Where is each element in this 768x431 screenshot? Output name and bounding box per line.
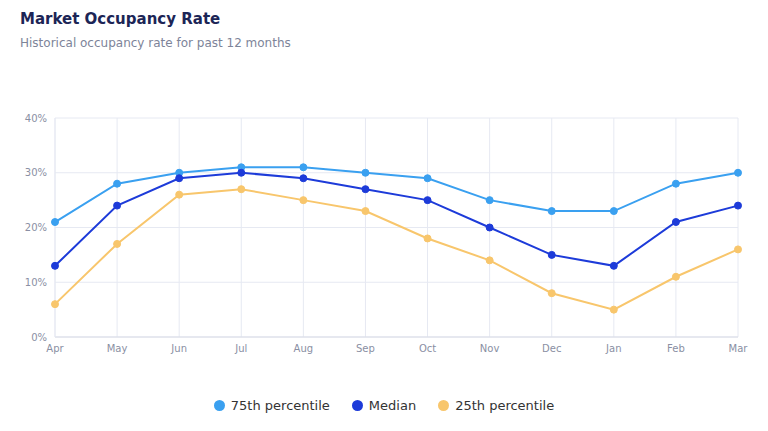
svg-text:0%: 0% [31, 332, 47, 343]
html-text:Historical occupancy rate for: Historical occupancy rate for past 12 mo… [20, 36, 291, 50]
svg-text:Apr: Apr [46, 343, 64, 354]
svg-text:Mar: Mar [729, 343, 749, 354]
svg-text:20%: 20% [25, 222, 47, 233]
svg-text:Nov: Nov [480, 343, 500, 354]
svg-text:Aug: Aug [294, 343, 314, 354]
svg-text:10%: 10% [25, 277, 47, 288]
svg-text:30%: 30% [25, 167, 47, 178]
svg-text:Dec: Dec [542, 343, 561, 354]
html-text:25th percentile: 25th percentile [455, 398, 555, 413]
svg-text:40%: 40% [25, 113, 47, 124]
svg-text:Oct: Oct [419, 343, 436, 354]
svg-text:Jan: Jan [605, 343, 621, 354]
html-text:Market Occupancy Rate: Market Occupancy Rate [20, 10, 221, 28]
html-text:75th percentile: 75th percentile [230, 398, 330, 413]
svg-text:Jun: Jun [170, 343, 187, 354]
svg-text:May: May [107, 343, 128, 354]
html-text:Median: Median [368, 398, 417, 413]
svg-text:Feb: Feb [667, 343, 685, 354]
svg-text:Sep: Sep [356, 343, 375, 354]
svg-text:Jul: Jul [234, 343, 247, 354]
